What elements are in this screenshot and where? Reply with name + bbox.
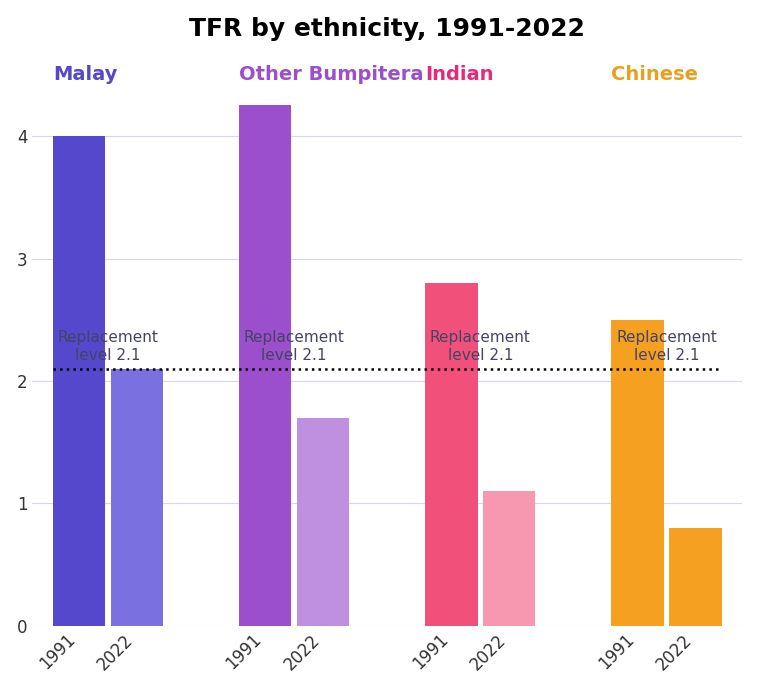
Bar [297,417,349,626]
Bar [53,136,106,626]
Text: Malay: Malay [53,65,117,84]
Text: Replacement
level 2.1: Replacement level 2.1 [244,330,345,362]
Bar [425,283,477,626]
Text: Replacement
level 2.1: Replacement level 2.1 [616,330,717,362]
Text: Indian: Indian [425,65,493,84]
Text: Other Bumpitera: Other Bumpitera [239,65,424,84]
Text: Chinese: Chinese [611,65,698,84]
Bar [611,319,663,626]
Bar [111,368,163,626]
Text: Replacement
level 2.1: Replacement level 2.1 [430,330,531,362]
Bar [483,491,536,626]
Text: Replacement
level 2.1: Replacement level 2.1 [58,330,159,362]
Bar [239,106,291,626]
Bar [669,528,722,626]
Title: TFR by ethnicity, 1991-2022: TFR by ethnicity, 1991-2022 [189,17,585,41]
